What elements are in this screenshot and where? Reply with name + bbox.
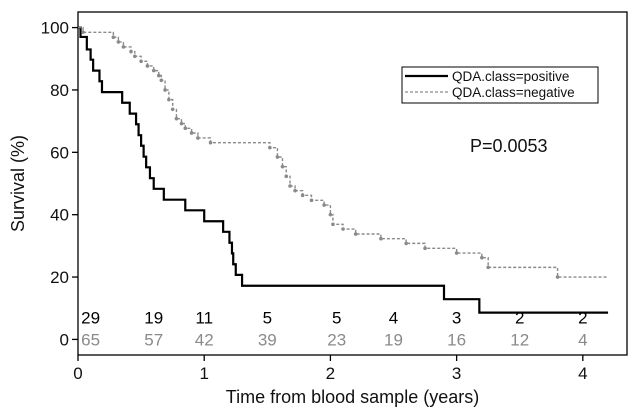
censor-mark	[129, 49, 133, 54]
censor-mark	[132, 54, 137, 59]
censor-mark	[163, 88, 167, 92]
risk-count-positive: 19	[144, 309, 163, 328]
censor-mark	[331, 222, 335, 227]
series-line-positive	[78, 26, 609, 314]
censor-mark	[151, 68, 156, 73]
censor-mark	[139, 59, 143, 64]
censor-mark	[293, 188, 297, 193]
censor-mark	[404, 241, 408, 246]
risk-count-positive: 29	[81, 309, 100, 328]
p-value-annotation: P=0.0053	[470, 136, 548, 156]
risk-count-negative: 42	[195, 330, 214, 349]
risk-count-negative: 65	[81, 330, 100, 349]
risk-count-positive: 5	[263, 309, 272, 328]
censor-mark	[196, 136, 200, 140]
y-tick-label: 80	[50, 81, 69, 100]
censor-mark	[159, 78, 164, 83]
risk-count-negative: 23	[327, 330, 346, 349]
y-tick-label: 20	[50, 268, 69, 287]
y-tick-label: 60	[50, 143, 69, 162]
censor-mark	[423, 246, 427, 251]
censor-mark	[156, 73, 161, 78]
risk-count-positive: 2	[515, 309, 524, 328]
risk-count-positive: 4	[389, 309, 398, 328]
censor-mark	[486, 265, 490, 270]
censor-mark	[328, 212, 333, 217]
plot-frame	[77, 11, 628, 356]
series-line-negative	[78, 26, 609, 278]
x-tick-label: 0	[73, 364, 82, 383]
x-tick-label: 1	[199, 364, 208, 383]
risk-count-negative: 12	[510, 330, 529, 349]
censor-mark	[116, 40, 121, 44]
risk-table: 29 19 11 5 5 4 3 2 2 65 57 42 39 23 19 16 12 4	[81, 309, 587, 350]
censor-mark	[454, 251, 459, 255]
series-layer	[78, 26, 609, 314]
censor-mark	[208, 140, 213, 145]
censor-mark	[555, 275, 560, 279]
risk-count-negative: 4	[578, 330, 587, 349]
censor-mark	[81, 30, 85, 35]
censor-mark	[189, 131, 194, 135]
censor-mark	[111, 35, 116, 40]
x-tick-label: 3	[452, 364, 461, 383]
censor-mark	[480, 255, 484, 260]
risk-count-negative: 19	[384, 330, 403, 349]
risk-count-negative: 16	[447, 330, 466, 349]
y-axis-title: Survival (%)	[8, 135, 28, 232]
y-tick-label: 100	[41, 19, 69, 38]
censor-mark	[309, 198, 314, 203]
x-tick-label: 4	[578, 364, 587, 383]
legend: QDA.class=positive QDA.class=negative	[401, 66, 599, 104]
risk-count-positive: 11	[195, 309, 213, 328]
risk-count-positive: 2	[578, 309, 587, 328]
censor-mark	[341, 227, 345, 231]
censor-mark	[174, 116, 179, 121]
x-tick-label: 2	[326, 364, 335, 383]
risk-count-negative: 39	[258, 330, 277, 349]
risk-count-negative: 57	[144, 330, 163, 349]
censor-mark	[379, 236, 383, 241]
censor-mark	[300, 193, 305, 198]
censor-mark	[322, 203, 326, 207]
y-tick-label: 0	[60, 330, 69, 349]
censor-mark	[167, 97, 171, 102]
censor-mark	[121, 45, 126, 49]
censor-mark	[353, 232, 358, 236]
censor-mark	[268, 145, 272, 150]
censor-mark	[280, 164, 285, 169]
censor-mark	[183, 126, 188, 131]
censor-mark	[288, 184, 292, 188]
censor-mark	[179, 121, 184, 126]
legend-label-negative: QDA.class=negative	[452, 85, 575, 100]
risk-count-positive: 3	[452, 309, 461, 328]
legend-label-positive: QDA.class=positive	[452, 69, 569, 84]
censor-mark	[275, 155, 280, 159]
censor-mark	[170, 107, 175, 112]
censor-mark	[284, 174, 289, 179]
legend-box	[401, 66, 599, 104]
y-tick-label: 40	[50, 206, 69, 225]
censor-mark	[145, 64, 150, 68]
x-axis-title: Time from blood sample (years)	[226, 387, 479, 407]
risk-count-positive: 5	[332, 309, 341, 328]
